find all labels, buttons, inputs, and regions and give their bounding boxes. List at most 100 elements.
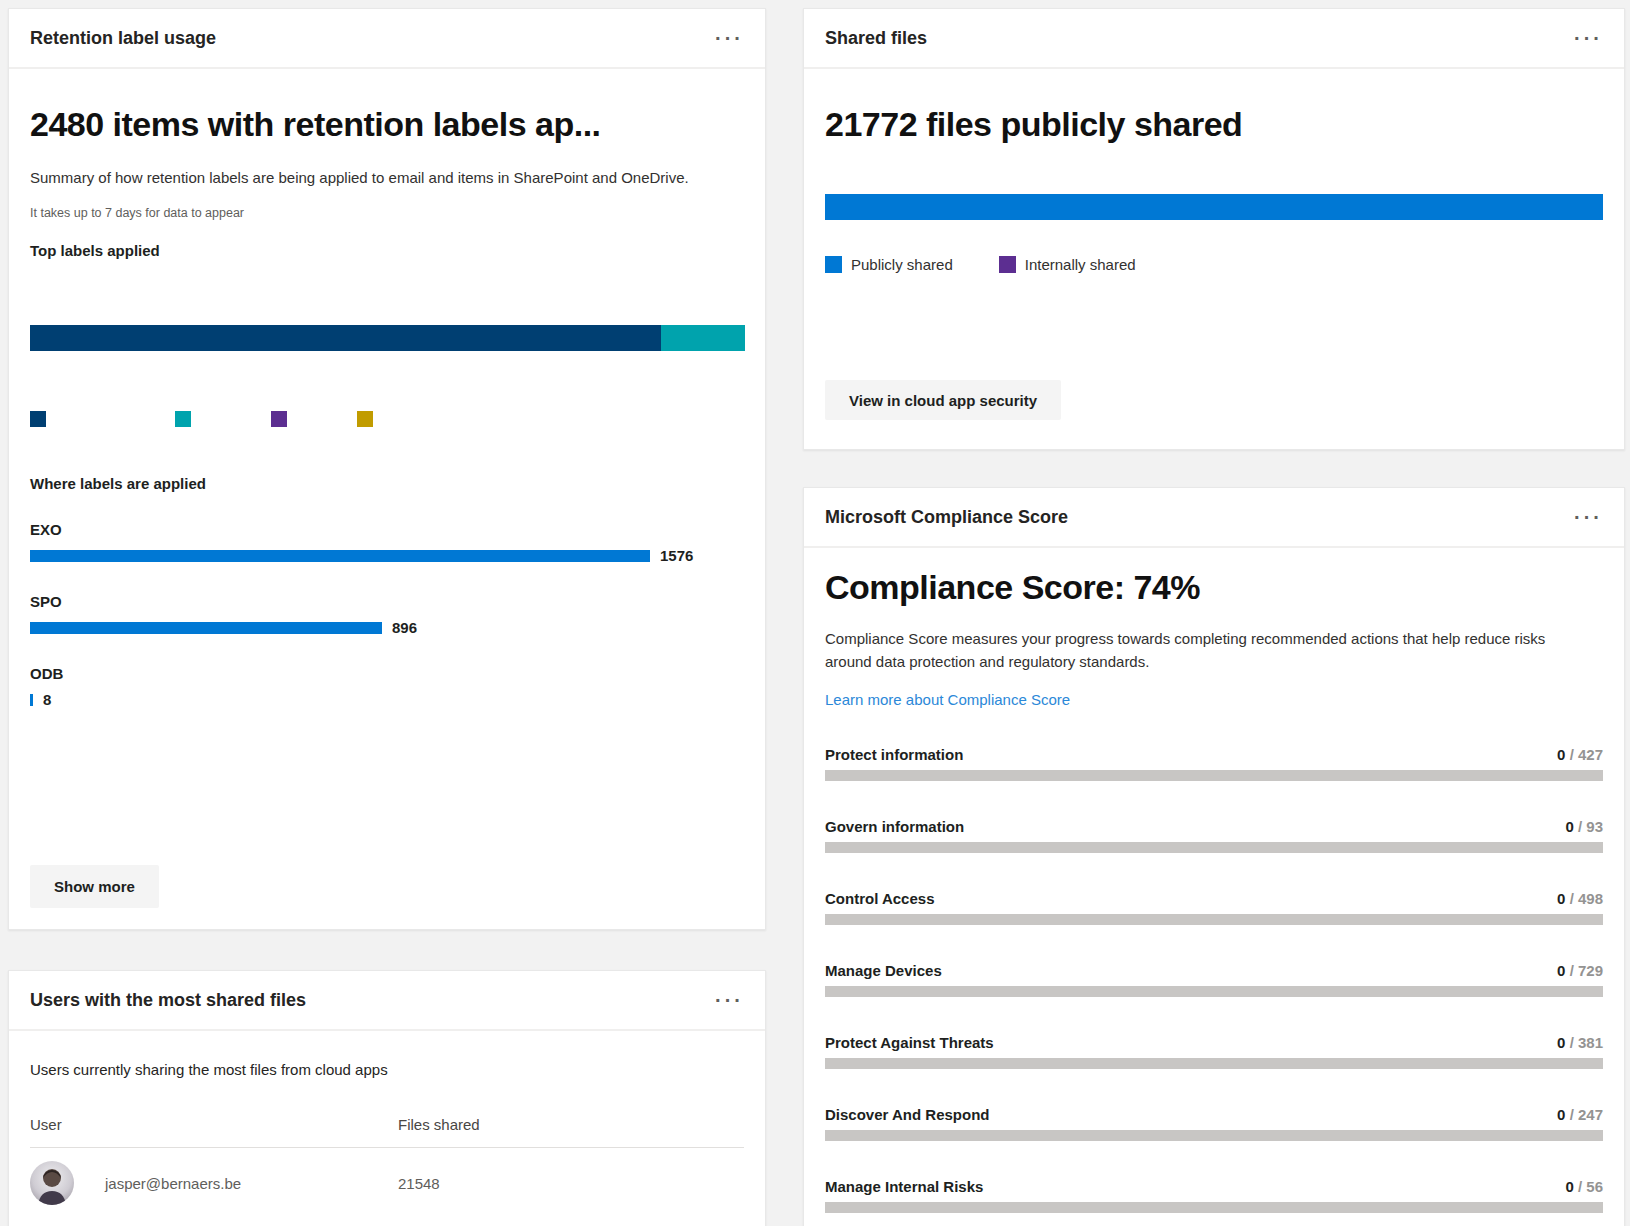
retention-headline: 2480 items with retention labels ap... xyxy=(30,105,744,144)
more-options-icon[interactable]: ··· xyxy=(1574,512,1603,522)
where-bar-exo: EXO 1576 xyxy=(30,521,744,564)
legend-label: Publicly shared xyxy=(851,256,953,273)
compliance-category-row: Protect Against Threats 0 / 381 xyxy=(825,1034,1603,1069)
avatar xyxy=(30,1161,74,1205)
score-total: / 56 xyxy=(1578,1178,1603,1195)
category-score: 0 / 427 xyxy=(1557,746,1603,763)
files-shared-value: 21548 xyxy=(398,1175,744,1192)
score-total: / 93 xyxy=(1578,818,1603,835)
compliance-category-list: Protect information 0 / 427 Govern infor… xyxy=(825,746,1603,1213)
category-score: 0 / 93 xyxy=(1565,818,1603,835)
category-label: Govern information xyxy=(825,818,964,835)
card-header: Microsoft Compliance Score ··· xyxy=(804,488,1624,548)
show-more-button[interactable]: Show more xyxy=(30,865,159,908)
bar-value: 896 xyxy=(392,619,417,636)
user-email: jasper@bernaers.be xyxy=(105,1175,241,1192)
shared-files-card: Shared files ··· 21772 files publicly sh… xyxy=(803,8,1625,450)
bar-fill[interactable] xyxy=(30,550,650,562)
category-progress-bar[interactable] xyxy=(825,770,1603,781)
where-bar-spo: SPO 896 xyxy=(30,593,744,636)
stacked-bar-segment-2[interactable] xyxy=(661,325,745,351)
shared-files-legend: Publicly shared Internally shared xyxy=(825,256,1603,273)
category-score: 0 / 381 xyxy=(1557,1034,1603,1051)
score-done: 0 xyxy=(1565,818,1573,835)
card-header: Users with the most shared files ··· xyxy=(9,971,765,1031)
category-label: Protect information xyxy=(825,746,963,763)
legend-swatch-navy xyxy=(30,411,46,427)
compliance-category-row: Discover And Respond 0 / 247 xyxy=(825,1106,1603,1141)
compliance-category-row: Govern information 0 / 93 xyxy=(825,818,1603,853)
category-label: Discover And Respond xyxy=(825,1106,989,1123)
more-options-icon[interactable]: ··· xyxy=(1574,33,1603,43)
users-most-shared-files-card: Users with the most shared files ··· Use… xyxy=(8,970,766,1226)
learn-more-link[interactable]: Learn more about Compliance Score xyxy=(825,691,1070,708)
card-title: Shared files xyxy=(825,28,927,49)
stacked-bar-segment-1[interactable] xyxy=(30,325,661,351)
compliance-category-row: Manage Internal Risks 0 / 56 xyxy=(825,1178,1603,1213)
category-label: Manage Devices xyxy=(825,962,942,979)
category-score: 0 / 498 xyxy=(1557,890,1603,907)
compliance-description: Compliance Score measures your progress … xyxy=(825,627,1585,673)
more-options-icon[interactable]: ··· xyxy=(715,995,744,1005)
column-header-user: User xyxy=(30,1116,398,1133)
bar-label: SPO xyxy=(30,593,744,610)
card-title: Users with the most shared files xyxy=(30,990,306,1011)
shared-files-headline: 21772 files publicly shared xyxy=(825,105,1603,144)
compliance-category-row: Control Access 0 / 498 xyxy=(825,890,1603,925)
person-photo-icon xyxy=(30,1161,74,1205)
score-total: / 381 xyxy=(1570,1034,1603,1051)
where-bar-odb: ODB 8 xyxy=(30,665,744,708)
category-progress-bar[interactable] xyxy=(825,1202,1603,1213)
compliance-category-row: Manage Devices 0 / 729 xyxy=(825,962,1603,997)
legend-label: Internally shared xyxy=(1025,256,1136,273)
category-label: Manage Internal Risks xyxy=(825,1178,983,1195)
score-total: / 729 xyxy=(1570,962,1603,979)
score-done: 0 xyxy=(1557,1034,1565,1051)
card-title: Microsoft Compliance Score xyxy=(825,507,1068,528)
category-score: 0 / 56 xyxy=(1565,1178,1603,1195)
category-progress-bar[interactable] xyxy=(825,914,1603,925)
score-done: 0 xyxy=(1557,746,1565,763)
category-score: 0 / 729 xyxy=(1557,962,1603,979)
bar-label: EXO xyxy=(30,521,744,538)
compliance-category-row: Protect information 0 / 427 xyxy=(825,746,1603,781)
table-row[interactable]: jasper@bernaers.be 21548 xyxy=(30,1161,744,1205)
bar-value: 1576 xyxy=(660,547,693,564)
score-total: / 498 xyxy=(1570,890,1603,907)
category-progress-bar[interactable] xyxy=(825,842,1603,853)
card-title: Retention label usage xyxy=(30,28,216,49)
score-total: / 247 xyxy=(1570,1106,1603,1123)
legend-swatch-internally-shared xyxy=(999,256,1016,273)
legend-swatch-purple xyxy=(271,411,287,427)
card-header: Shared files ··· xyxy=(804,9,1624,69)
category-score: 0 / 247 xyxy=(1557,1106,1603,1123)
legend-swatch-publicly-shared xyxy=(825,256,842,273)
top-labels-heading: Top labels applied xyxy=(30,242,744,259)
card-header: Retention label usage ··· xyxy=(9,9,765,69)
bar-label: ODB xyxy=(30,665,744,682)
legend-swatch-gold xyxy=(357,411,373,427)
top-labels-stacked-bar xyxy=(30,325,745,351)
view-in-cloud-app-security-button[interactable]: View in cloud app security xyxy=(825,380,1061,420)
bar-value: 8 xyxy=(43,691,51,708)
more-options-icon[interactable]: ··· xyxy=(715,33,744,43)
retention-summary: Summary of how retention labels are bein… xyxy=(30,166,718,189)
category-label: Control Access xyxy=(825,890,934,907)
shared-files-bar xyxy=(825,194,1603,220)
compliance-score-headline: Compliance Score: 74% xyxy=(825,568,1603,607)
score-done: 0 xyxy=(1565,1178,1573,1195)
score-done: 0 xyxy=(1557,1106,1565,1123)
score-done: 0 xyxy=(1557,962,1565,979)
publicly-shared-bar-segment[interactable] xyxy=(825,194,1603,220)
category-progress-bar[interactable] xyxy=(825,1130,1603,1141)
microsoft-compliance-score-card: Microsoft Compliance Score ··· Complianc… xyxy=(803,487,1625,1226)
category-progress-bar[interactable] xyxy=(825,986,1603,997)
retention-data-delay-note: It takes up to 7 days for data to appear xyxy=(30,206,744,220)
retention-label-usage-card: Retention label usage ··· 2480 items wit… xyxy=(8,8,766,930)
bar-fill[interactable] xyxy=(30,622,382,634)
bar-fill[interactable] xyxy=(30,694,33,706)
category-progress-bar[interactable] xyxy=(825,1058,1603,1069)
where-labels-heading: Where labels are applied xyxy=(30,475,744,492)
legend-swatch-teal xyxy=(175,411,191,427)
category-label: Protect Against Threats xyxy=(825,1034,994,1051)
